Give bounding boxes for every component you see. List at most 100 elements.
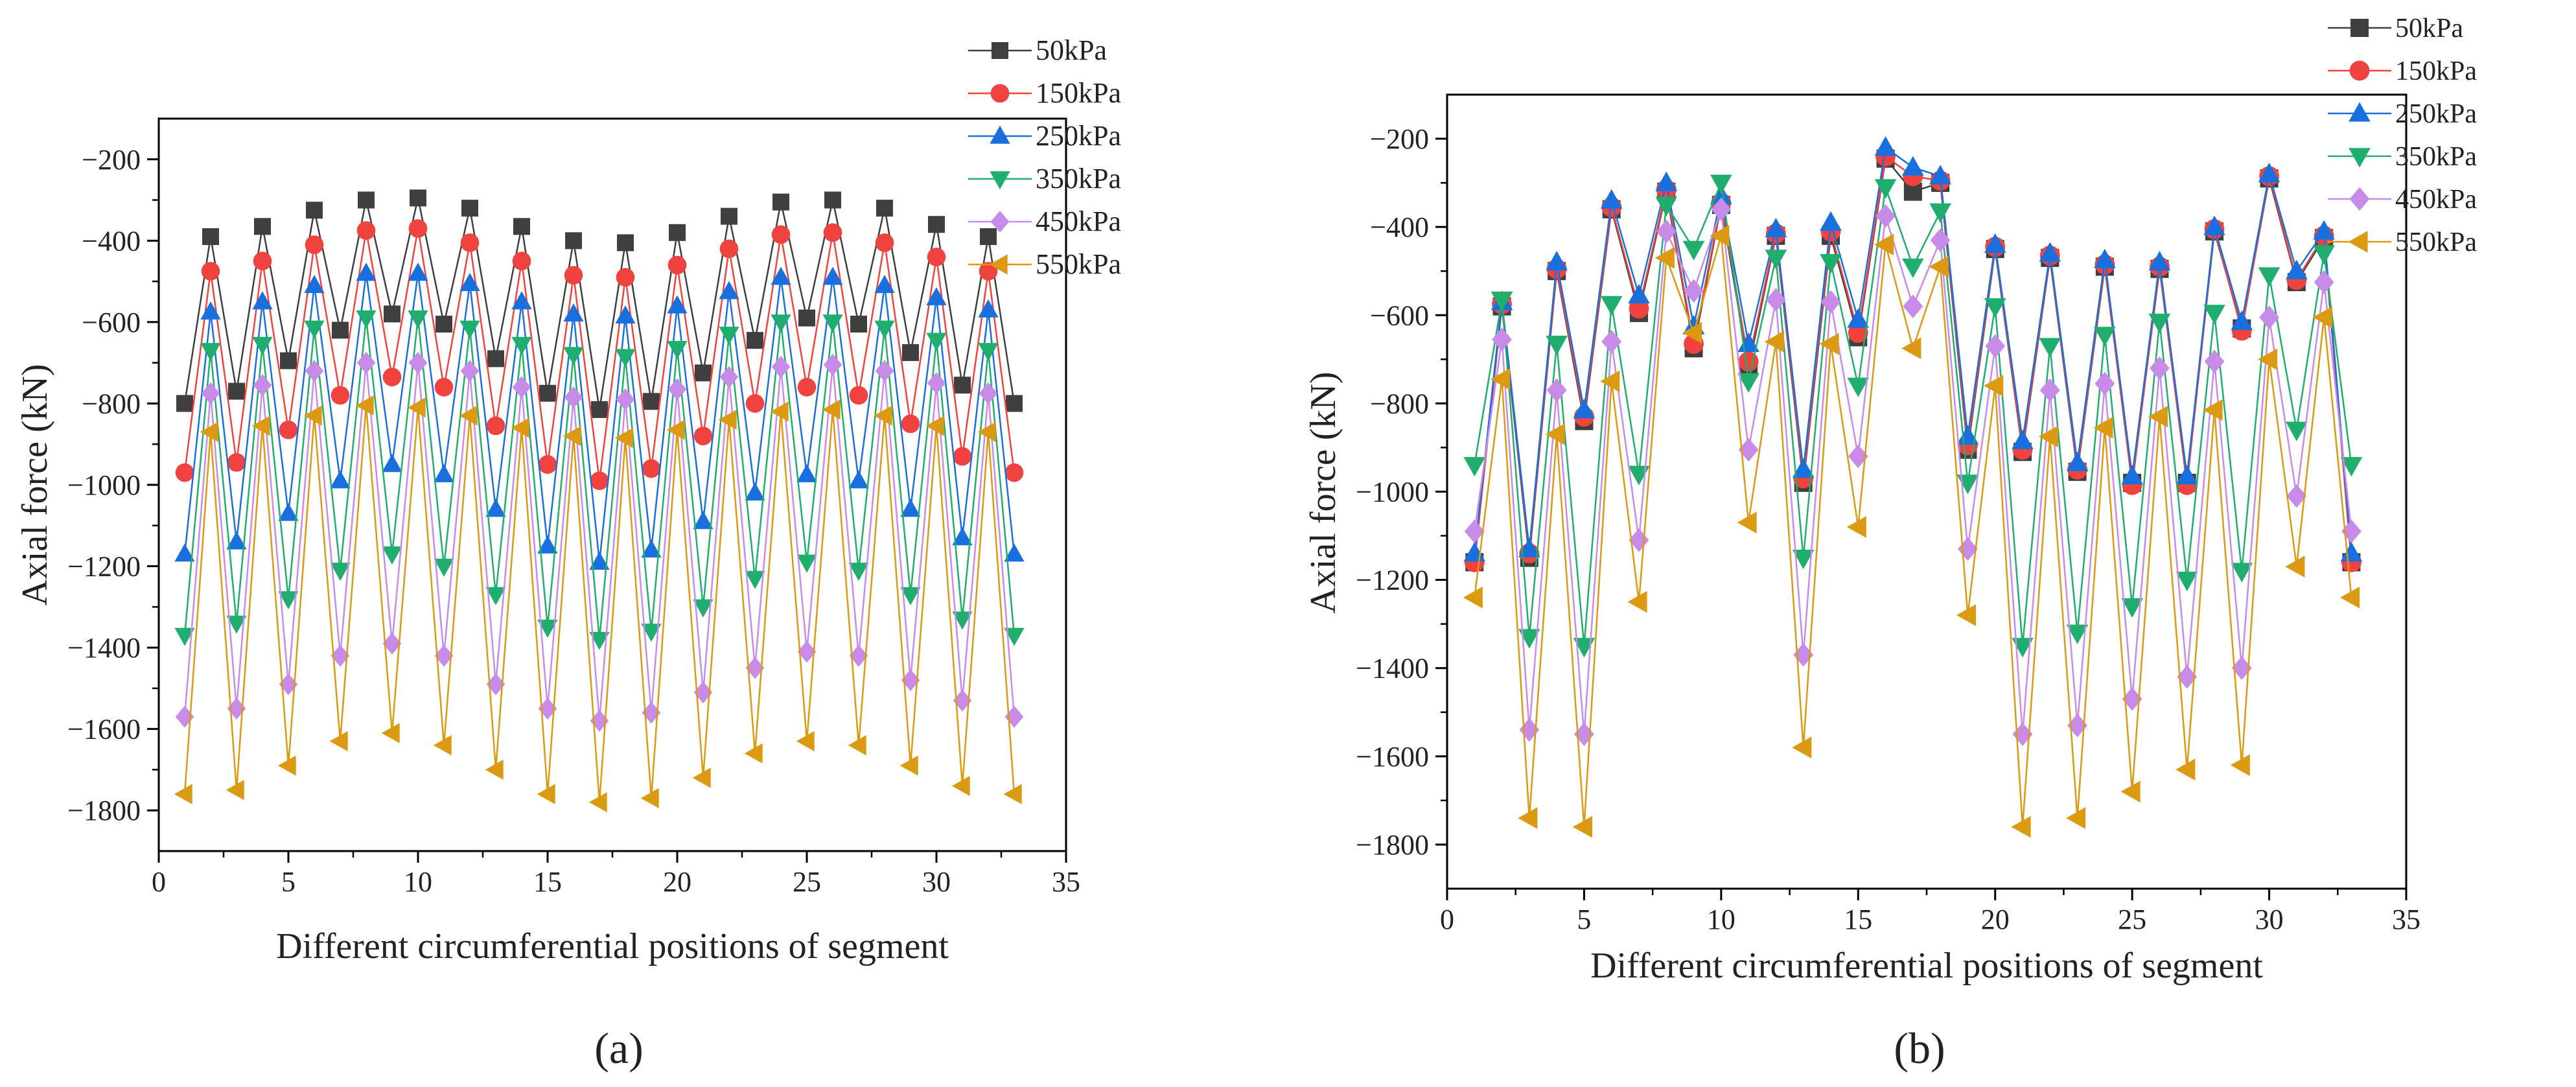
data-point-50kPa bbox=[461, 200, 478, 217]
data-point-350kPa bbox=[796, 554, 817, 573]
data-point-550kPa bbox=[277, 755, 296, 776]
series-350kPa bbox=[174, 310, 1025, 650]
data-point-250kPa bbox=[252, 291, 273, 310]
data-point-350kPa bbox=[926, 333, 947, 351]
data-point-350kPa bbox=[1737, 373, 1759, 393]
data-point-250kPa bbox=[1765, 218, 1787, 238]
legend-label: 550kPa bbox=[1036, 248, 1121, 280]
data-point-350kPa bbox=[537, 620, 558, 638]
legend-marker-450kPa bbox=[990, 211, 1010, 233]
data-point-50kPa bbox=[902, 344, 919, 361]
data-point-550kPa bbox=[433, 735, 452, 756]
data-point-250kPa bbox=[771, 266, 791, 285]
data-point-50kPa bbox=[280, 352, 297, 369]
data-point-50kPa bbox=[228, 382, 245, 400]
data-point-50kPa bbox=[954, 377, 971, 394]
data-point-550kPa bbox=[770, 401, 789, 422]
data-point-550kPa bbox=[200, 421, 218, 442]
data-point-350kPa bbox=[874, 320, 895, 339]
data-point-550kPa bbox=[925, 415, 944, 436]
data-point-450kPa bbox=[693, 681, 713, 704]
data-point-550kPa bbox=[2011, 815, 2031, 838]
legend-label: 450kPa bbox=[1036, 205, 1121, 237]
legend-label: 50kPa bbox=[1036, 34, 1107, 66]
data-point-150kPa bbox=[227, 453, 246, 472]
data-point-350kPa bbox=[1765, 250, 1787, 270]
data-point-150kPa bbox=[538, 455, 557, 474]
data-point-550kPa bbox=[640, 788, 659, 808]
data-point-350kPa bbox=[2286, 421, 2308, 441]
data-point-150kPa bbox=[382, 368, 402, 386]
legend-label: 250kPa bbox=[1036, 120, 1121, 152]
data-point-550kPa bbox=[563, 426, 581, 447]
data-point-450kPa bbox=[1492, 327, 1512, 351]
series-250kPa bbox=[1463, 136, 2363, 562]
data-point-350kPa bbox=[1682, 240, 1705, 261]
data-point-550kPa bbox=[718, 409, 737, 430]
legend-label: 550kPa bbox=[2395, 228, 2477, 257]
data-point-550kPa bbox=[2230, 754, 2250, 777]
data-point-350kPa bbox=[1600, 296, 1623, 316]
data-point-550kPa bbox=[303, 405, 322, 426]
data-point-550kPa bbox=[1003, 784, 1022, 804]
data-point-250kPa bbox=[330, 470, 351, 489]
data-point-150kPa bbox=[564, 266, 583, 285]
data-point-450kPa bbox=[1793, 643, 1814, 667]
data-point-250kPa bbox=[719, 281, 739, 299]
data-point-250kPa bbox=[796, 464, 817, 483]
data-point-550kPa bbox=[2312, 306, 2332, 329]
legend-marker-550kPa bbox=[989, 254, 1008, 275]
data-point-450kPa bbox=[745, 657, 765, 679]
data-point-550kPa bbox=[1792, 736, 1812, 759]
data-point-550kPa bbox=[874, 405, 892, 426]
data-point-450kPa bbox=[1930, 228, 1951, 252]
data-point-550kPa bbox=[2038, 425, 2058, 448]
data-point-550kPa bbox=[1984, 375, 2004, 397]
data-point-250kPa bbox=[356, 263, 377, 281]
legend-label: 50kPa bbox=[2395, 14, 2463, 43]
x-tick-label: 20 bbox=[663, 866, 691, 898]
data-point-50kPa bbox=[928, 216, 945, 233]
data-point-450kPa bbox=[2314, 270, 2334, 294]
data-point-50kPa bbox=[772, 193, 789, 211]
data-point-350kPa bbox=[408, 310, 428, 329]
data-point-250kPa bbox=[2286, 259, 2308, 279]
data-point-150kPa bbox=[1004, 463, 1024, 482]
y-tick-label: −600 bbox=[1370, 299, 1429, 331]
data-point-250kPa bbox=[1573, 399, 1595, 419]
data-point-450kPa bbox=[667, 378, 687, 401]
data-point-150kPa bbox=[201, 262, 220, 281]
data-point-450kPa bbox=[512, 376, 531, 399]
data-point-450kPa bbox=[2341, 519, 2361, 543]
series-group-b bbox=[1463, 136, 2363, 838]
legend-label: 150kPa bbox=[2395, 56, 2477, 86]
data-point-450kPa bbox=[2231, 656, 2252, 680]
data-point-350kPa bbox=[511, 336, 532, 355]
series-line-550kPa bbox=[1474, 235, 2352, 827]
series-450kPa bbox=[175, 351, 1024, 732]
x-tick-label: 20 bbox=[1981, 904, 2010, 935]
data-point-250kPa bbox=[1518, 537, 1540, 557]
data-point-450kPa bbox=[642, 701, 661, 724]
data-point-50kPa bbox=[980, 228, 997, 246]
data-point-250kPa bbox=[2340, 542, 2363, 562]
legend-marker-350kPa bbox=[2349, 148, 2371, 168]
data-point-450kPa bbox=[1656, 219, 1677, 244]
data-point-550kPa bbox=[2176, 758, 2196, 781]
data-point-450kPa bbox=[1601, 329, 1622, 354]
data-point-550kPa bbox=[2148, 406, 2168, 428]
data-point-150kPa bbox=[253, 251, 272, 271]
legend-label: 250kPa bbox=[2395, 99, 2477, 129]
data-point-250kPa bbox=[174, 543, 195, 562]
data-point-250kPa bbox=[2039, 242, 2061, 262]
legend-marker-350kPa bbox=[990, 171, 1010, 190]
data-point-450kPa bbox=[901, 669, 920, 692]
data-point-50kPa bbox=[850, 316, 867, 333]
legend-item-250kPa: 250kPa bbox=[968, 120, 1121, 152]
data-point-50kPa bbox=[591, 401, 608, 418]
data-point-450kPa bbox=[434, 644, 454, 667]
data-point-350kPa bbox=[2176, 572, 2198, 592]
data-point-350kPa bbox=[667, 340, 688, 359]
series-50kPa bbox=[176, 189, 1023, 418]
